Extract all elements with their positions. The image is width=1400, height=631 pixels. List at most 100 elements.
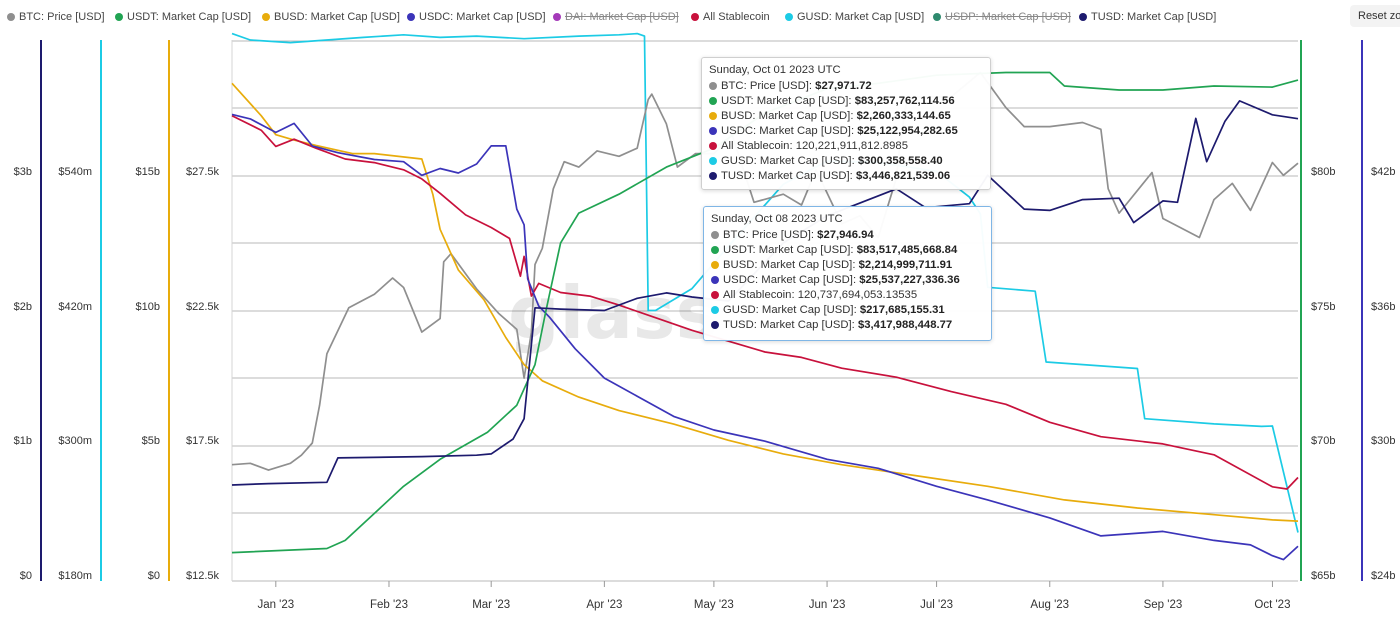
legend-item-usdp-market-cap-usd[interactable]: USDP: Market Cap [USD] bbox=[933, 11, 1071, 23]
y-axes: $0 $1b $2b $3b $180m $300m $420m $540m $0 $5b $10b… bbox=[14, 40, 1395, 582]
tooltip-row: USDT: Market Cap [USD]: $83,257,762,114.… bbox=[709, 94, 984, 109]
tooltip-row: USDT: Market Cap [USD]: $83,517,485,668.… bbox=[711, 243, 985, 258]
y-tick-label: $300m bbox=[58, 435, 92, 447]
x-tick-label: Jan '23 bbox=[257, 599, 294, 611]
tooltip-label: BTC: Price [USD]: bbox=[721, 80, 816, 92]
y-tick-label: $2b bbox=[14, 301, 32, 313]
legend-item-usdt-market-cap-usd[interactable]: USDT: Market Cap [USD] bbox=[115, 11, 251, 23]
legend-marker-icon bbox=[785, 12, 793, 21]
y-tick-label: $65b bbox=[1311, 570, 1335, 582]
series-marker-icon bbox=[709, 126, 717, 135]
tooltip-value: $25,122,954,282.65 bbox=[857, 125, 958, 137]
tooltip-value: $2,260,333,144.65 bbox=[856, 110, 951, 122]
tooltip-value: $300,358,558.40 bbox=[857, 155, 943, 167]
series-marker-icon bbox=[709, 141, 717, 150]
x-tick-label: Feb '23 bbox=[370, 599, 408, 611]
series-marker-icon bbox=[711, 320, 719, 329]
y-tick-label: $30b bbox=[1371, 435, 1395, 447]
tooltip-value: $217,685,155.31 bbox=[859, 304, 945, 316]
tooltip-label: USDC: Market Cap [USD]: bbox=[723, 274, 860, 286]
series-line-all-stablecoin[interactable] bbox=[231, 114, 1299, 490]
legend-label: USDT: Market Cap [USD] bbox=[127, 11, 252, 23]
y-tick-label: $24b bbox=[1371, 570, 1395, 582]
y-tick-label: $17.5k bbox=[186, 435, 220, 447]
tooltip-row: BUSD: Market Cap [USD]: $2,214,999,711.9… bbox=[711, 258, 985, 273]
tooltip-value: $25,537,227,336.36 bbox=[859, 274, 960, 286]
y-tick-label: $10b bbox=[136, 301, 160, 313]
legend-label: BTC: Price [USD] bbox=[19, 11, 105, 23]
legend-label: USDP: Market Cap [USD] bbox=[945, 11, 1071, 23]
x-tick-label: Aug '23 bbox=[1030, 599, 1069, 611]
series-marker-icon bbox=[709, 81, 717, 90]
legend-marker-icon bbox=[7, 12, 15, 21]
tooltip-row: USDC: Market Cap [USD]: $25,537,227,336.… bbox=[711, 273, 985, 288]
tooltip-label: TUSD: Market Cap [USD]: bbox=[721, 170, 856, 182]
legend-item-tusd-market-cap-usd[interactable]: TUSD: Market Cap [USD] bbox=[1079, 11, 1216, 23]
legend-label: BUSD: Market Cap [USD] bbox=[274, 11, 400, 23]
legend-item-all-stablecoin[interactable]: All Stablecoin bbox=[691, 11, 770, 23]
tooltip-label: GUSD: Market Cap [USD]: bbox=[721, 155, 858, 167]
tooltip-row: All Stablecoin: 120,221,911,812.8985 bbox=[709, 139, 984, 154]
series-marker-icon bbox=[711, 305, 719, 314]
legend-item-usdc-market-cap-usd[interactable]: USDC: Market Cap [USD] bbox=[407, 11, 546, 23]
legend-item-busd-market-cap-usd[interactable]: BUSD: Market Cap [USD] bbox=[262, 11, 400, 23]
series-line-usdc-market-cap-usd[interactable] bbox=[231, 113, 1299, 561]
tooltip-label: BUSD: Market Cap [USD]: bbox=[721, 110, 857, 122]
x-tick-label: May '23 bbox=[694, 599, 734, 611]
tooltip-label: All Stablecoin: bbox=[721, 140, 796, 152]
legend-label: TUSD: Market Cap [USD] bbox=[1091, 11, 1217, 23]
legend-label: GUSD: Market Cap [USD] bbox=[797, 11, 925, 23]
reset-zoom-button[interactable]: Reset zoom bbox=[1350, 5, 1400, 27]
legend-label: All Stablecoin bbox=[703, 11, 770, 23]
legend-item-gusd-market-cap-usd[interactable]: GUSD: Market Cap [USD] bbox=[785, 11, 924, 23]
y-tick-label: $36b bbox=[1371, 301, 1395, 313]
tooltip-label: USDT: Market Cap [USD]: bbox=[723, 244, 857, 256]
tooltip-label: USDT: Market Cap [USD]: bbox=[721, 95, 855, 107]
x-tick-label: Oct '23 bbox=[1254, 599, 1290, 611]
series-marker-icon bbox=[709, 156, 717, 165]
y-tick-label: $22.5k bbox=[186, 301, 220, 313]
tooltip-oct-08: Sunday, Oct 08 2023 UTC BTC: Price [USD]:… bbox=[703, 206, 992, 341]
series-line-busd-market-cap-usd[interactable] bbox=[231, 82, 1299, 522]
series-marker-icon bbox=[709, 171, 717, 180]
y-tick-label: $42b bbox=[1371, 166, 1395, 178]
y-tick-label: $70b bbox=[1311, 435, 1335, 447]
tooltip-value: $3,446,821,539.06 bbox=[855, 170, 951, 182]
x-tick-label: Jul '23 bbox=[920, 599, 953, 611]
series-marker-icon bbox=[709, 111, 717, 120]
series-line-usdt-market-cap-usd[interactable] bbox=[231, 71, 1299, 554]
tooltip-row: USDC: Market Cap [USD]: $25,122,954,282.… bbox=[709, 124, 984, 139]
y-tick-label: $5b bbox=[142, 435, 160, 447]
y-tick-label: $1b bbox=[14, 435, 32, 447]
tooltip-row: BTC: Price [USD]: $27,971.72 bbox=[709, 79, 984, 94]
tooltip-value: $83,257,762,114.56 bbox=[854, 95, 955, 107]
tooltip-row: TUSD: Market Cap [USD]: $3,417,988,448.7… bbox=[711, 318, 985, 333]
tooltip-label: TUSD: Market Cap [USD]: bbox=[723, 319, 858, 331]
tooltip-value: $2,214,999,711.91 bbox=[858, 259, 953, 271]
x-tick-label: Mar '23 bbox=[472, 599, 510, 611]
tooltip-date: Sunday, Oct 01 2023 UTC bbox=[709, 64, 841, 76]
tooltip-label: GUSD: Market Cap [USD]: bbox=[723, 304, 860, 316]
legend-marker-icon bbox=[407, 12, 415, 21]
tooltip-label: BUSD: Market Cap [USD]: bbox=[723, 259, 859, 271]
x-tick-label: Apr '23 bbox=[586, 599, 622, 611]
y-tick-label: $420m bbox=[58, 301, 92, 313]
y-tick-label: $15b bbox=[136, 166, 160, 178]
legend-item-dai-market-cap-usd[interactable]: DAI: Market Cap [USD] bbox=[553, 11, 679, 23]
legend-item-btc-price-usd[interactable]: BTC: Price [USD] bbox=[7, 11, 105, 23]
tooltip-date: Sunday, Oct 08 2023 UTC bbox=[711, 213, 843, 225]
tooltip-row: GUSD: Market Cap [USD]: $217,685,155.31 bbox=[711, 303, 985, 318]
legend-marker-icon bbox=[262, 12, 270, 21]
y-tick-label: $540m bbox=[58, 166, 92, 178]
tooltip-row: BTC: Price [USD]: $27,946.94 bbox=[711, 228, 985, 243]
legend-marker-icon bbox=[691, 12, 699, 21]
y-tick-label: $80b bbox=[1311, 166, 1335, 178]
y-tick-label: $12.5k bbox=[186, 570, 220, 582]
y-tick-label: $75b bbox=[1311, 301, 1335, 313]
series-line-btc-price-usd[interactable] bbox=[231, 71, 1299, 471]
tooltip-label: BTC: Price [USD]: bbox=[723, 229, 818, 241]
y-tick-label: $0 bbox=[20, 570, 32, 582]
legend-label: USDC: Market Cap [USD] bbox=[419, 11, 546, 23]
tooltip-row: BUSD: Market Cap [USD]: $2,260,333,144.6… bbox=[709, 109, 984, 124]
